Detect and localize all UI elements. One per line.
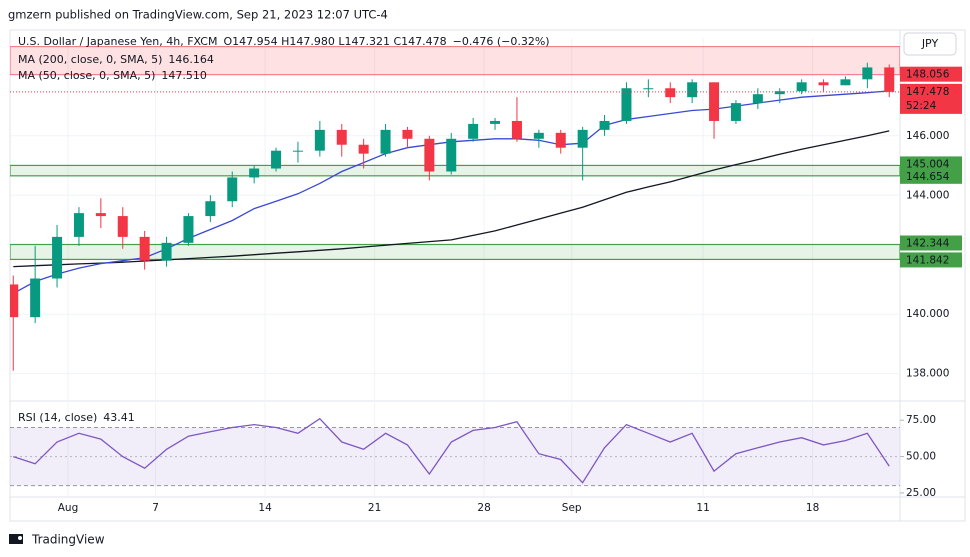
- x-tick-label: 14: [258, 502, 272, 514]
- ma-line: [13, 130, 890, 268]
- candle-body: [818, 82, 829, 86]
- candle-body: [446, 138, 457, 172]
- candle-body: [577, 129, 588, 148]
- candle-body: [10, 284, 19, 318]
- x-tick-label: Sep: [562, 502, 582, 514]
- candle-body: [511, 120, 522, 139]
- legend-value: 147.510: [161, 69, 207, 82]
- candle-body: [599, 120, 610, 130]
- last-price-box: [900, 83, 962, 114]
- candle-body: [468, 123, 479, 139]
- candle-body: [139, 236, 150, 261]
- y-tick-label: 140.000: [906, 308, 949, 320]
- candle-body: [73, 213, 84, 237]
- last-price-label: 147.478: [906, 86, 949, 98]
- overlay: U.S. Dollar / Japanese Yen, 4h, FXCM O147…: [18, 35, 962, 514]
- countdown: 52:24: [906, 100, 937, 112]
- candle-body: [555, 132, 566, 148]
- zone-label-box: [900, 168, 962, 184]
- rsi-tick-label: 50.00: [906, 451, 936, 463]
- candle-body: [52, 236, 63, 279]
- candle-body: [314, 129, 325, 151]
- candle-body: [336, 129, 347, 145]
- candle-body: [752, 94, 763, 104]
- rsi-name: RSI (14, close): [18, 411, 97, 424]
- x-tick-label: Aug: [58, 502, 79, 514]
- x-tick-label: 7: [152, 502, 159, 514]
- x-tick-label: 11: [696, 502, 709, 514]
- zone-label-box: [900, 66, 962, 82]
- zone-label: 148.056: [906, 69, 950, 81]
- candle-body: [183, 216, 194, 243]
- candle-body: [358, 144, 369, 154]
- title: U.S. Dollar / Japanese Yen, 4h, FXCM: [18, 35, 217, 48]
- change: −0.476 (−0.32%): [453, 35, 550, 48]
- candle-body: [533, 132, 544, 139]
- candle-body: [30, 278, 41, 318]
- candle-body: [840, 79, 851, 86]
- zone-label: 144.654: [906, 171, 950, 183]
- candle-body: [796, 82, 807, 92]
- candle-body: [249, 168, 260, 178]
- y-tick-label: 146.000: [906, 130, 949, 142]
- candle-body: [687, 82, 698, 98]
- zone-label-box: [900, 252, 962, 268]
- candle-body: [621, 88, 632, 121]
- zone-label-box: [900, 235, 962, 251]
- currency-button[interactable]: [903, 32, 957, 56]
- candle-body: [380, 129, 391, 154]
- currency[interactable]: JPY: [921, 37, 939, 50]
- zone-label: 141.842: [906, 254, 949, 266]
- ohlc: O147.954 H147.980 L147.321 C147.478: [223, 35, 446, 48]
- zone-label-box: [900, 156, 962, 172]
- candle-body: [774, 91, 785, 95]
- candle-body: [292, 150, 303, 152]
- rsi-line: [13, 417, 890, 484]
- candle-body: [709, 82, 720, 121]
- footer-logo: [9, 534, 23, 544]
- zone-label: 145.004: [906, 158, 950, 170]
- x-tick-label: 18: [806, 502, 819, 514]
- candle-body: [205, 201, 216, 217]
- candle-body: [884, 67, 895, 92]
- rsi-tick-label: 25.00: [906, 487, 936, 499]
- candle-body: [665, 88, 676, 98]
- publisher: gmzern published on TradingView.com, Sep…: [8, 8, 388, 22]
- candle-body: [730, 103, 741, 121]
- x-tick-label: 21: [368, 502, 381, 514]
- candle-body: [402, 129, 413, 139]
- rsi-value: 43.41: [103, 411, 135, 424]
- y-tick-label: 138.000: [906, 368, 949, 380]
- footer: TradingView: [31, 533, 105, 547]
- candle-body: [643, 88, 654, 90]
- candle-body: [117, 216, 128, 237]
- candle-body: [271, 150, 282, 169]
- candle-body: [862, 67, 873, 80]
- legend-name: MA (50, close, 0, SMA, 5): [18, 69, 155, 82]
- resistance-zone: [10, 46, 900, 76]
- plot: [10, 38, 900, 497]
- frame: [9, 29, 966, 522]
- legend-value: 146.164: [168, 53, 214, 66]
- candle-body: [161, 242, 172, 261]
- candle-body: [490, 120, 501, 124]
- y-tick-label: 144.000: [906, 189, 949, 201]
- candle-body: [227, 177, 238, 202]
- zone-label: 142.344: [906, 238, 950, 250]
- legend-name: MA (200, close, 0, SMA, 5): [18, 53, 162, 66]
- candle-body: [424, 138, 435, 172]
- rsi-tick-label: 75.00: [906, 414, 936, 426]
- x-tick-label: 28: [477, 502, 490, 514]
- candle-body: [95, 213, 106, 217]
